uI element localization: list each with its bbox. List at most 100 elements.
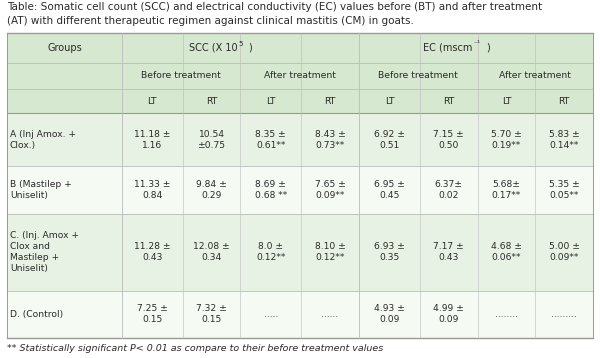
Text: 5.83 ±
0.14**: 5.83 ± 0.14** [549, 130, 580, 150]
Text: LT: LT [385, 97, 394, 106]
Text: 6.93 ±
0.35: 6.93 ± 0.35 [374, 242, 405, 262]
Text: SCC (X 10: SCC (X 10 [189, 43, 238, 53]
Text: B (Mastilep +
Uniselit): B (Mastilep + Uniselit) [10, 180, 72, 200]
Text: 11.33 ±
0.84: 11.33 ± 0.84 [134, 180, 170, 200]
Text: ......: ...... [322, 310, 339, 319]
Bar [301, 214, 359, 291]
Text: 7.17 ±
0.43: 7.17 ± 0.43 [433, 242, 464, 262]
Text: 7.25 ±
0.15: 7.25 ± 0.15 [137, 304, 167, 324]
Bar [182, 63, 241, 89]
Bar [420, 214, 478, 291]
Text: 4.99 ±
0.09: 4.99 ± 0.09 [433, 304, 464, 324]
Bar [420, 113, 478, 166]
Bar [122, 214, 182, 291]
Text: LT: LT [148, 97, 157, 106]
Text: 6.95 ±
0.45: 6.95 ± 0.45 [374, 180, 405, 200]
Bar [7, 89, 122, 113]
Text: .....: ..... [263, 310, 278, 319]
Bar [535, 214, 593, 291]
Bar [7, 33, 122, 63]
Text: ........: ........ [495, 310, 518, 319]
Text: 5.35 ±
0.05**: 5.35 ± 0.05** [549, 180, 580, 200]
Bar [420, 291, 478, 338]
Text: LT: LT [266, 97, 275, 106]
Text: Groups: Groups [47, 43, 82, 53]
Text: Before treatment: Before treatment [379, 72, 458, 81]
Bar [7, 113, 122, 166]
Text: After treatment: After treatment [499, 72, 571, 81]
Text: ): ) [248, 43, 252, 53]
Bar [182, 113, 241, 166]
Text: RT: RT [206, 97, 217, 106]
Bar [301, 113, 359, 166]
Bar [420, 89, 478, 113]
Bar [535, 113, 593, 166]
Text: 7.15 ±
0.50: 7.15 ± 0.50 [433, 130, 464, 150]
Text: 7.32 ±
0.15: 7.32 ± 0.15 [196, 304, 227, 324]
Text: 8.10 ±
0.12**: 8.10 ± 0.12** [314, 242, 346, 262]
Text: 11.28 ±
0.43: 11.28 ± 0.43 [134, 242, 170, 262]
Text: 5.68±
0.17**: 5.68± 0.17** [492, 180, 521, 200]
Bar [359, 166, 420, 214]
Bar [478, 166, 535, 214]
Text: ⁻¹: ⁻¹ [473, 39, 480, 48]
Text: C. (Inj. Amox +
Clox and
Mastilep +
Uniselit): C. (Inj. Amox + Clox and Mastilep + Unis… [10, 231, 79, 273]
Bar [182, 214, 241, 291]
Bar [122, 166, 182, 214]
Bar [535, 291, 593, 338]
Bar [359, 291, 420, 338]
Bar [122, 113, 182, 166]
Bar [359, 89, 420, 113]
Bar [182, 291, 241, 338]
Bar [478, 291, 535, 338]
Text: Table: Somatic cell count (SCC) and electrical conductivity (EC) values before (: Table: Somatic cell count (SCC) and elec… [7, 2, 542, 26]
Bar [478, 214, 535, 291]
Text: After treatment: After treatment [264, 72, 335, 81]
Text: 8.43 ±
0.73**: 8.43 ± 0.73** [314, 130, 346, 150]
Text: 5: 5 [238, 41, 243, 47]
Bar [359, 214, 420, 291]
Text: 4.68 ±
0.06**: 4.68 ± 0.06** [491, 242, 522, 262]
Bar [301, 63, 359, 89]
Text: 6.92 ±
0.51: 6.92 ± 0.51 [374, 130, 405, 150]
Text: EC (mscm: EC (mscm [422, 43, 472, 53]
Bar [359, 33, 593, 63]
Bar [241, 214, 301, 291]
Text: .........: ......... [551, 310, 577, 319]
Bar [241, 113, 301, 166]
Bar [420, 63, 478, 89]
Text: RT: RT [559, 97, 570, 106]
Text: A (Inj Amox. +
Clox.): A (Inj Amox. + Clox.) [10, 130, 76, 150]
Text: 11.18 ±
1.16: 11.18 ± 1.16 [134, 130, 170, 150]
Bar [241, 89, 301, 113]
Bar [478, 63, 535, 89]
Text: 8.69 ±
0.68 **: 8.69 ± 0.68 ** [254, 180, 287, 200]
Bar [359, 113, 420, 166]
Bar [478, 89, 535, 113]
Bar [420, 166, 478, 214]
Text: 12.08 ±
0.34: 12.08 ± 0.34 [193, 242, 230, 262]
Bar [241, 291, 301, 338]
Text: ): ) [486, 43, 490, 53]
Text: Before treatment: Before treatment [141, 72, 221, 81]
Bar [7, 291, 122, 338]
Text: RT: RT [443, 97, 454, 106]
Text: ** Statistically significant P< 0.01 as compare to their before treatment values: ** Statistically significant P< 0.01 as … [7, 344, 383, 353]
Bar [241, 63, 301, 89]
Bar [535, 166, 593, 214]
Bar [535, 89, 593, 113]
Bar [7, 166, 122, 214]
Bar [122, 291, 182, 338]
Text: 6.37±
0.02: 6.37± 0.02 [434, 180, 463, 200]
Bar [182, 166, 241, 214]
Text: LT: LT [502, 97, 511, 106]
Bar [478, 113, 535, 166]
Bar [301, 89, 359, 113]
Bar [301, 166, 359, 214]
Text: 9.84 ±
0.29: 9.84 ± 0.29 [196, 180, 227, 200]
Text: RT: RT [325, 97, 336, 106]
Text: 10.54
±0.75: 10.54 ±0.75 [197, 130, 226, 150]
Text: 5.00 ±
0.09**: 5.00 ± 0.09** [548, 242, 580, 262]
Bar [7, 63, 122, 89]
Bar [122, 63, 182, 89]
